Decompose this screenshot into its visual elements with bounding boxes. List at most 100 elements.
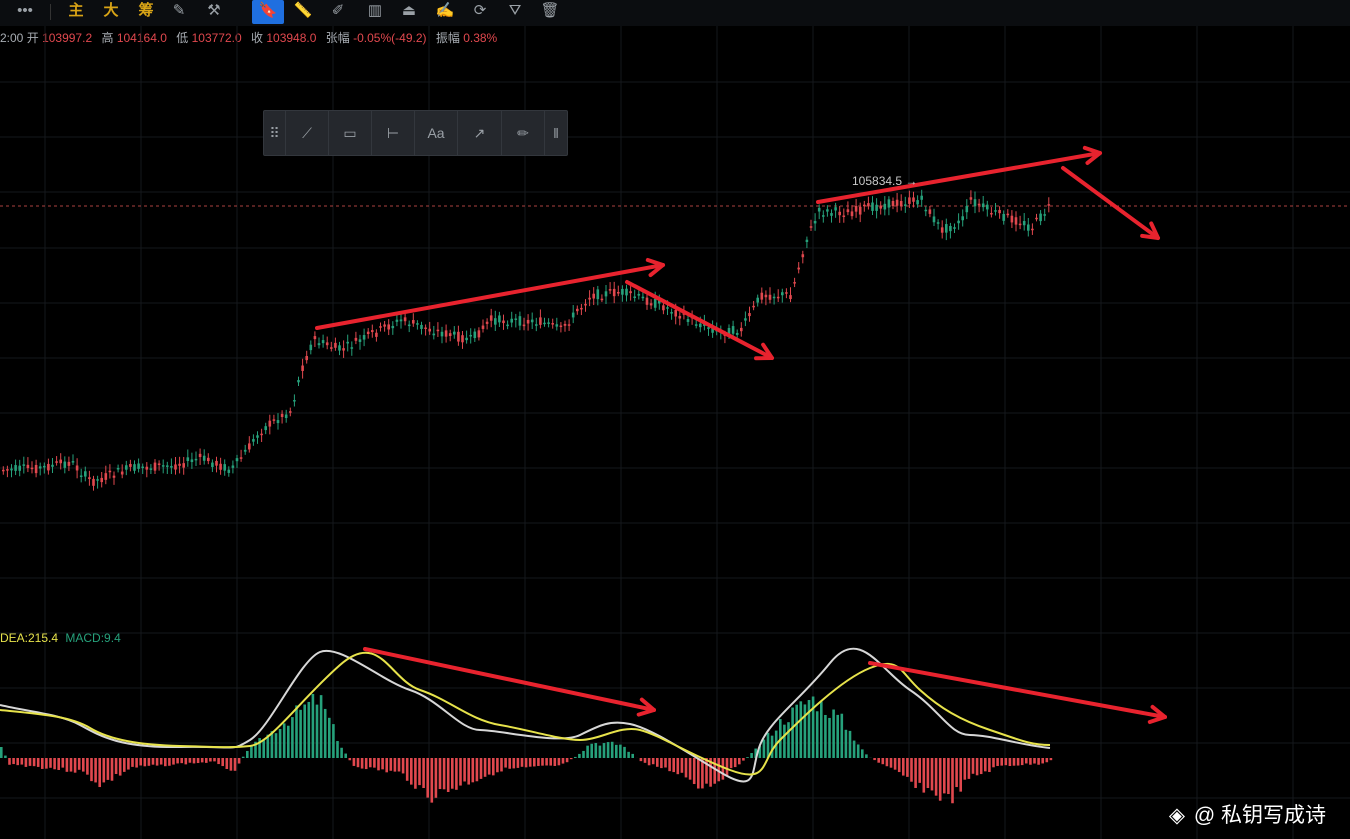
candle-body [325,342,329,346]
candle-body [662,305,665,311]
candle-body [161,465,165,467]
macd-bar [996,758,999,766]
candle-body [30,467,34,470]
candle-body [96,479,99,481]
candle-body [391,325,395,329]
candle-body [600,298,604,301]
macd-bar [364,758,368,770]
magnet-button[interactable]: ⟳ [473,2,487,19]
candle-body [371,330,374,333]
macd-bar [988,758,991,773]
macd-bar [266,734,270,758]
ruler-tool[interactable]: ✏ [502,111,545,155]
candle-body [756,297,759,303]
candle-body [895,199,899,206]
candle-body [752,305,755,308]
ruler-tool-button[interactable]: 📏 [293,2,313,19]
candle-body [289,411,292,413]
macd-bar [381,758,384,770]
binance-logo-icon: ◈ [1168,804,1186,827]
candle-body [629,291,632,294]
macd-bar [1041,758,1044,764]
candle-body [268,420,272,427]
candle-body [92,478,95,486]
macd-bar [897,758,901,773]
main-indicator-button[interactable]: 主 [68,2,84,19]
macd-bar [389,758,393,771]
macd-bar [188,758,192,763]
drawing-tools-button[interactable]: ⚒ [207,2,221,19]
candle-body [674,309,677,317]
candle-body [506,324,509,327]
candle-body [686,319,690,322]
macd-bar [688,758,692,780]
macd-bar [393,758,397,772]
candle-body [625,288,628,296]
change-value: -0.05%(-49.2) [353,31,427,45]
macd-bar [754,748,757,758]
text-tool[interactable]: Aa [415,111,458,155]
macd-bar [1008,758,1012,767]
macd-bar [770,735,774,758]
macd-bar [369,758,372,768]
macd-bar [729,758,733,769]
red-arrow-line [1061,166,1160,240]
macd-bar [1016,758,1020,766]
candle-body [1002,213,1005,221]
pen-tool-button[interactable]: ✐ [331,2,345,19]
candle-body [407,324,411,327]
candle-body [977,203,981,206]
macd-bar [664,758,667,768]
collapse-handle[interactable]: ‖ [553,125,559,141]
candle-body [1035,217,1038,220]
candle-body [653,298,657,308]
big-order-button[interactable]: 大 [103,2,119,19]
red-arrow-line [868,661,1167,719]
edit-drawing-button[interactable]: ✎ [172,2,186,19]
candle-body [522,324,526,327]
candle-body [297,380,300,383]
range-tool[interactable]: ▭ [329,111,372,155]
macd-bar [373,758,376,768]
trend-line-tool[interactable]: ⟋ [286,111,329,155]
macd-bar [885,758,889,767]
horizontal-line-tool[interactable]: ⊢ [372,111,415,155]
macd-bar [828,717,831,758]
watermark-text: @ 私钥写成诗 [1193,804,1326,827]
filter-button[interactable]: ⛛ [508,2,522,19]
candle-body [518,316,522,326]
macd-bar [865,754,868,758]
candle-body [207,457,210,462]
candle-body [284,414,288,419]
more-menu-button[interactable]: ••• [17,2,33,19]
drag-handle-icon[interactable]: ⠿ [264,111,286,155]
ohlc-time: 2:00 [0,31,24,45]
macd-bar [606,742,610,758]
candle-body [317,343,321,346]
candle-body [748,313,751,317]
candle-body [633,296,636,299]
candle-body [916,200,919,205]
macd-bar [77,758,81,770]
candle-body [969,197,973,200]
bookmark-tool-button[interactable]: 🔖 [252,0,284,24]
candle-body [170,465,173,468]
candle-body [1031,228,1034,231]
candle-body [428,328,431,332]
arrow-tool[interactable]: ↗ [458,111,502,155]
delete-button[interactable]: 🗑 [540,2,560,19]
macd-bar [930,758,934,791]
lock-button[interactable]: ⏏ [401,2,417,19]
chip-distribution-button[interactable]: 筹 [138,2,154,19]
macd-bar [914,758,917,788]
candle-body [945,224,948,233]
candlestick-style-button[interactable]: ▥ [367,2,383,19]
candle-body [1043,214,1046,216]
candle-body [592,293,595,299]
macd-bar [143,758,147,767]
candle-body [34,464,38,474]
macd-bar [492,758,495,776]
candle-body [358,339,362,342]
note-button[interactable]: ✍ [435,2,455,19]
